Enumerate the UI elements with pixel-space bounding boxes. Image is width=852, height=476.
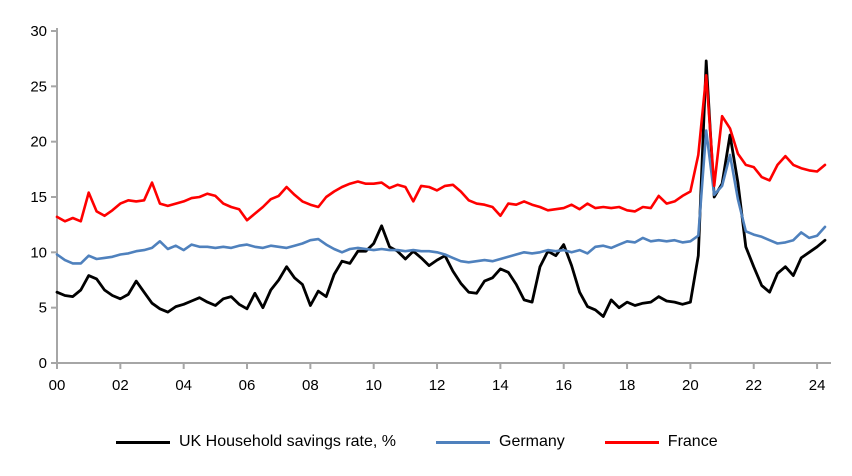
germany-line-swatch [436,440,490,444]
svg-text:12: 12 [429,377,446,394]
legend-item-germany: Germany [436,433,565,451]
france-line-swatch [604,440,659,444]
svg-text:00: 00 [49,377,66,394]
svg-text:15: 15 [30,189,47,206]
svg-text:25: 25 [30,78,47,95]
svg-text:06: 06 [239,377,256,394]
svg-text:10: 10 [30,244,47,261]
svg-text:20: 20 [682,377,699,394]
plot-svg: 0 5 10 15 20 25 30 00 02 04 06 08 10 12 14 16 18 20 22 24 [30,23,831,394]
legend-label-germany: Germany [499,433,565,450]
uk-savings-line [55,59,827,318]
x-axis: 00 02 04 06 08 10 12 14 16 18 20 22 24 [49,362,831,394]
germany-line [55,129,827,265]
svg-text:08: 08 [302,377,319,394]
svg-text:22: 22 [745,377,762,394]
svg-text:30: 30 [30,23,47,40]
svg-text:18: 18 [619,377,636,394]
svg-text:16: 16 [555,377,572,394]
y-axis: 0 5 10 15 20 25 30 [30,23,58,372]
series-lines [55,59,827,318]
legend-item-uk: UK Household savings rate, % [116,433,396,451]
svg-text:24: 24 [809,377,826,394]
svg-text:10: 10 [365,377,382,394]
uk-line-swatch [116,440,170,444]
svg-text:14: 14 [492,377,509,394]
svg-text:5: 5 [39,300,47,317]
france-line [55,74,827,223]
legend: UK Household savings rate, % Germany Fra… [116,433,718,451]
svg-text:04: 04 [175,377,192,394]
legend-label-france: France [667,433,718,450]
legend-label-uk: UK Household savings rate, % [179,433,396,450]
svg-text:0: 0 [39,355,47,372]
svg-text:20: 20 [30,134,47,151]
svg-text:02: 02 [112,377,129,394]
legend-item-france: France [604,433,718,451]
